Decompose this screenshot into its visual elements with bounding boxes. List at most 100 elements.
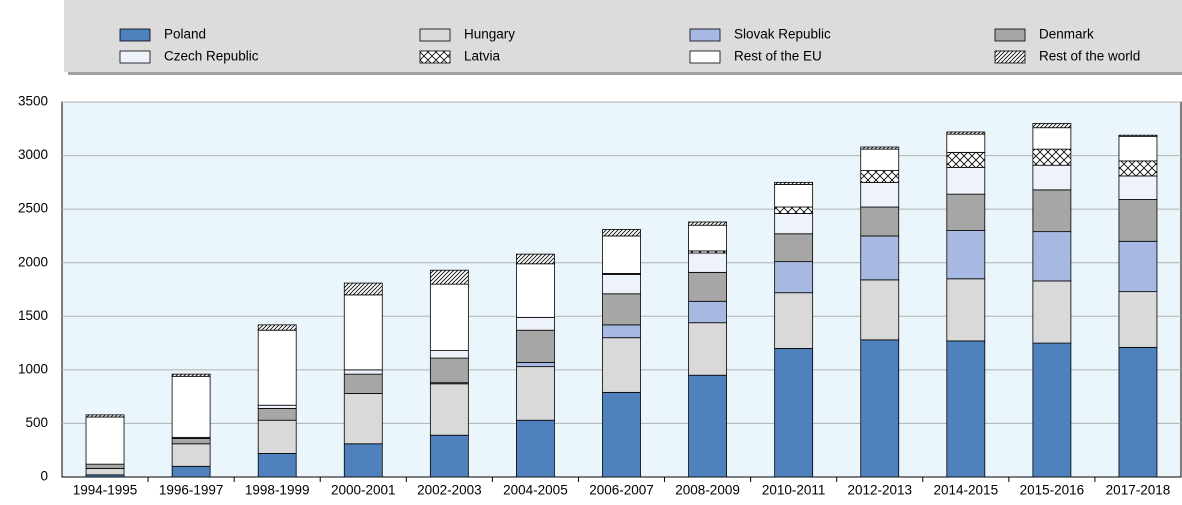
x-tick-label: 2015-2016 <box>1020 483 1085 498</box>
bar-segment <box>774 213 814 235</box>
bar-segment <box>1118 175 1158 200</box>
bar-segment <box>946 133 986 153</box>
legend-label: Czech Republic <box>164 49 259 64</box>
y-tick-label: 1500 <box>18 308 48 323</box>
bar-segment <box>257 419 297 454</box>
y-tick-label: 1000 <box>18 361 48 376</box>
bar-segment <box>688 252 727 273</box>
bar-segment <box>688 374 727 478</box>
bar-segment <box>343 294 383 371</box>
bar-segment <box>343 369 383 375</box>
bar-segment <box>171 443 211 467</box>
bar-segment <box>946 166 986 195</box>
x-tick-label: 2017-2018 <box>1106 483 1171 498</box>
x-tick-label: 2014-2015 <box>934 483 999 498</box>
bar-segment <box>429 283 469 351</box>
legend-swatch <box>419 50 451 64</box>
bar-segment <box>946 230 986 280</box>
bar-segment <box>774 206 814 214</box>
bar-segment <box>1118 160 1158 177</box>
bar-segment <box>171 373 211 377</box>
x-tick-label: 1996-1997 <box>159 483 224 498</box>
legend-label: Hungary <box>464 27 515 42</box>
bar-segment <box>946 151 986 168</box>
bar-segment <box>516 253 555 265</box>
legend-swatch <box>689 28 721 42</box>
bar-segment <box>774 261 814 294</box>
bar-segment <box>688 271 727 302</box>
legend-swatch <box>419 28 451 42</box>
bar-segment <box>516 419 555 478</box>
bar-segment <box>85 416 125 465</box>
bar-segment <box>774 184 814 208</box>
x-tick-label: 2002-2003 <box>417 483 482 498</box>
y-tick-label: 3000 <box>18 147 48 162</box>
bar-segment <box>516 361 555 368</box>
bar-segment <box>774 348 814 478</box>
bar-segment <box>602 235 641 274</box>
legend-label: Slovak Republic <box>734 27 831 42</box>
legend-label: Rest of the EU <box>734 49 822 64</box>
bar-segment <box>602 324 641 339</box>
x-tick-label: 2012-2013 <box>847 483 912 498</box>
bar-segment <box>860 206 900 237</box>
bar-segment <box>1032 342 1072 478</box>
bar-segment <box>429 269 469 285</box>
legend-label: Latvia <box>464 49 501 64</box>
bar-segment <box>1032 189 1072 233</box>
bar-segment <box>688 221 727 226</box>
bar-segment <box>516 366 555 421</box>
bar-segment <box>1032 231 1072 282</box>
bar-segment <box>1118 199 1158 242</box>
bar-segment <box>171 375 211 438</box>
bar-segment <box>343 373 383 394</box>
x-tick-label: 2006-2007 <box>589 483 654 498</box>
bar-segment <box>1032 148 1072 166</box>
bar-segment <box>602 274 641 295</box>
bar-segment <box>257 404 297 409</box>
bar-segment <box>85 414 125 418</box>
bar-segment <box>516 263 555 318</box>
bar-segment <box>860 181 900 208</box>
bar-segment <box>688 300 727 324</box>
bar-segment <box>429 383 469 436</box>
bar-segment <box>343 282 383 296</box>
legend-label: Poland <box>164 27 206 42</box>
bar-segment <box>946 278 986 342</box>
bar-segment <box>171 438 211 445</box>
bar-segment <box>171 465 211 478</box>
bar-segment <box>946 193 986 231</box>
bar-segment <box>1118 346 1158 478</box>
y-tick-label: 2500 <box>18 201 48 216</box>
legend-label: Denmark <box>1039 27 1094 42</box>
legend-swatch <box>119 28 151 42</box>
bar-segment <box>429 434 469 478</box>
y-tick-label: 0 <box>40 469 48 484</box>
bar-segment <box>602 229 641 237</box>
legend-swatch <box>994 50 1026 64</box>
bar-segment <box>257 408 297 421</box>
bar-segment <box>774 292 814 349</box>
bar-segment <box>602 391 641 478</box>
bar-segment <box>85 468 125 476</box>
legend-swatch <box>119 50 151 64</box>
x-tick-label: 2000-2001 <box>331 483 396 498</box>
bar-segment <box>1032 123 1072 129</box>
x-tick-label: 2004-2005 <box>503 483 568 498</box>
bar-segment <box>343 393 383 445</box>
x-tick-label: 1998-1999 <box>245 483 310 498</box>
bar-segment <box>774 181 814 185</box>
bar-segment <box>602 337 641 393</box>
bar-segment <box>429 350 469 359</box>
bar-segment <box>343 443 383 478</box>
bar-segment <box>946 340 986 478</box>
bar-segment <box>429 357 469 384</box>
y-tick-label: 3500 <box>18 94 48 109</box>
bar-segment <box>1032 127 1072 150</box>
bar-segment <box>860 279 900 341</box>
bar-segment <box>860 146 900 150</box>
bar-segment <box>602 293 641 326</box>
bar-segment <box>1118 134 1158 137</box>
bar-segment <box>516 316 555 331</box>
legend-label: Rest of the world <box>1039 49 1140 64</box>
